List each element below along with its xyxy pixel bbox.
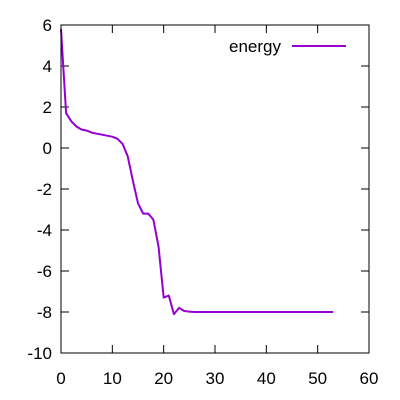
y-tick-label: 6 [43, 16, 52, 35]
x-tick-label: 60 [360, 369, 379, 388]
x-axis-ticks [60, 25, 370, 353]
series-layer [60, 29, 334, 316]
y-tick-label: 4 [43, 57, 52, 76]
y-tick-label: -4 [37, 221, 52, 240]
y-tick-label: -8 [37, 303, 52, 322]
y-tick-label: 2 [43, 98, 52, 117]
y-tick-label: -6 [37, 262, 52, 281]
x-tick-label: 10 [103, 369, 122, 388]
x-tick-label: 20 [154, 369, 173, 388]
y-tick-label: 0 [43, 139, 52, 158]
y-tick-label: -2 [37, 180, 52, 199]
x-tick-label: 30 [206, 369, 225, 388]
x-tick-label: 50 [308, 369, 327, 388]
x-tick-label: 40 [257, 369, 276, 388]
plot-frame [60, 24, 370, 354]
x-axis-tick-labels: 0 10 20 30 40 50 60 [56, 369, 378, 388]
y-axis-ticks [61, 24, 369, 354]
y-axis-tick-labels: -10 -8 -6 -4 -2 0 2 4 6 [27, 16, 52, 363]
legend: energy [229, 37, 346, 56]
x-tick-label: 0 [56, 369, 65, 388]
series-line-energy [60, 29, 334, 316]
y-tick-label: -10 [27, 344, 52, 363]
legend-label-energy: energy [229, 37, 281, 56]
